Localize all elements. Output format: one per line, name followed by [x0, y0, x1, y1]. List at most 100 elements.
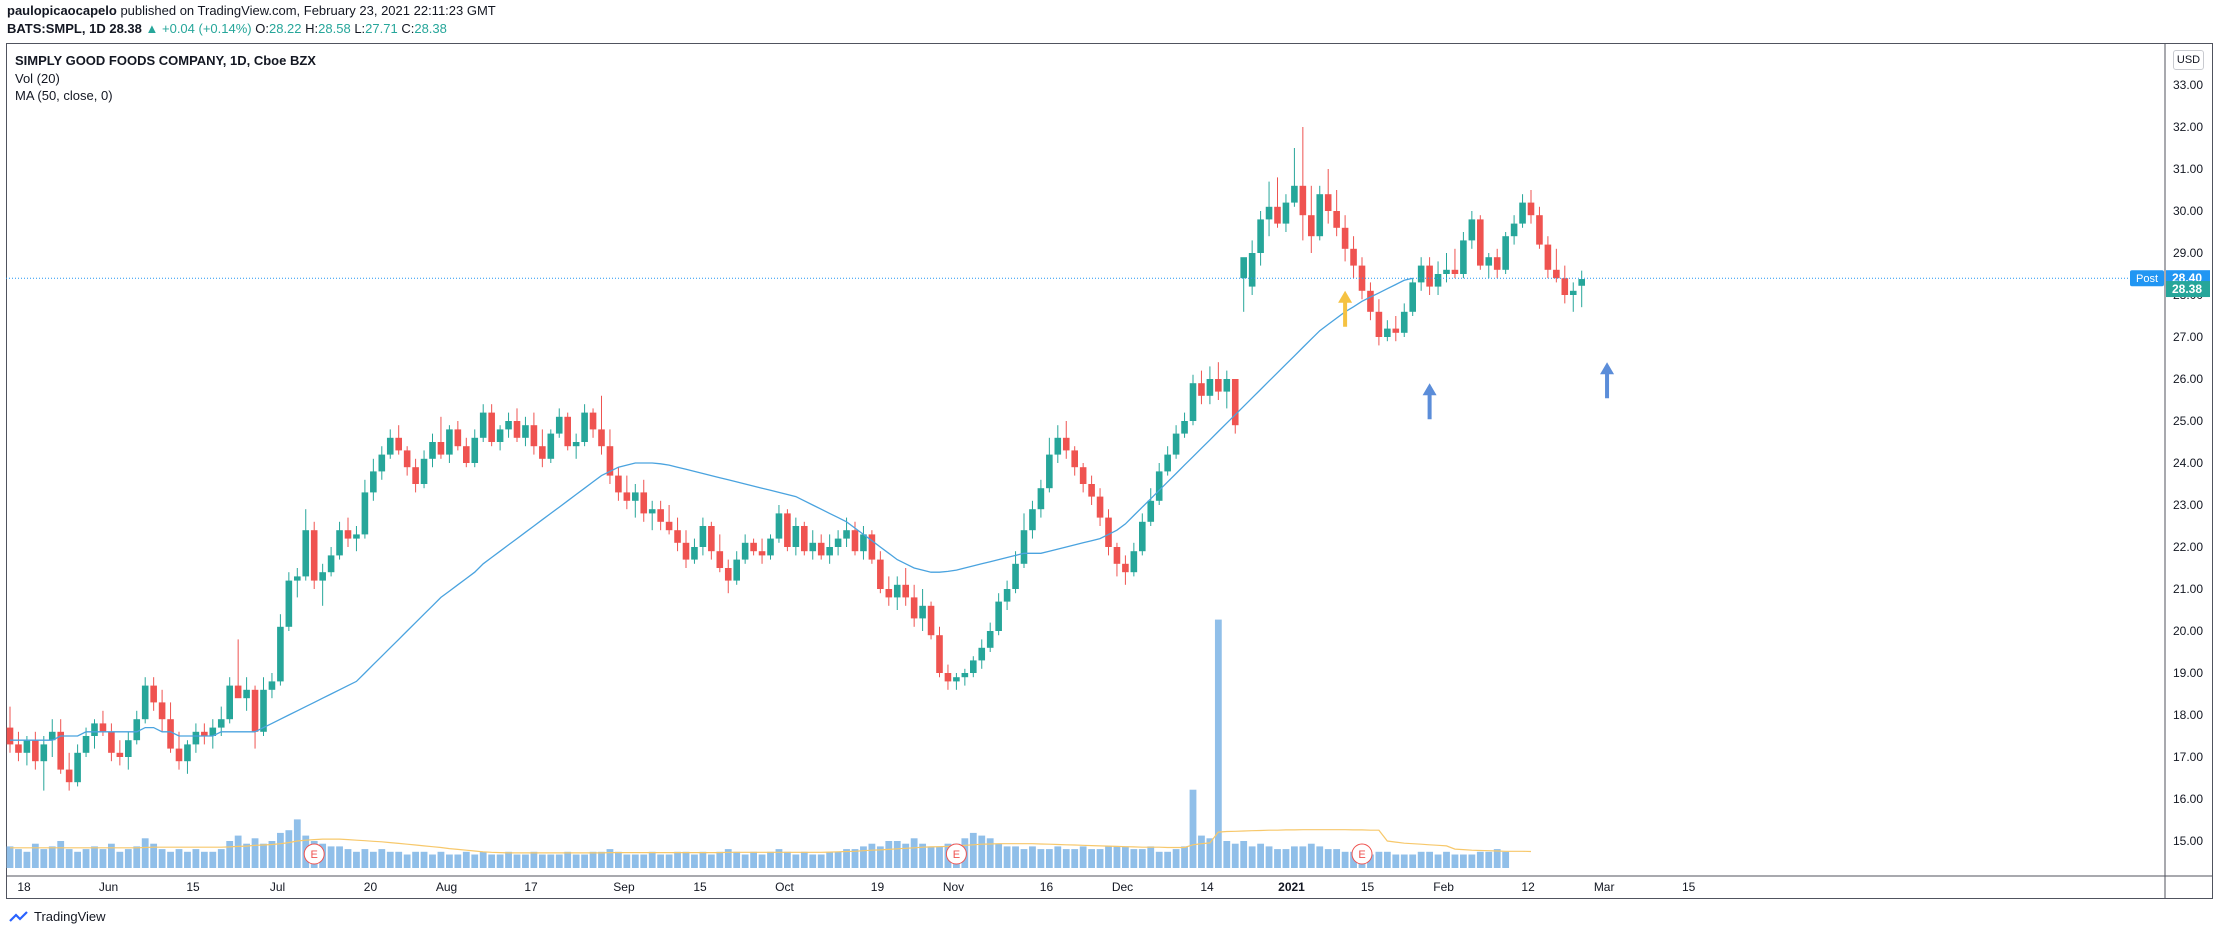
price-axis-tick: 30.00: [2173, 204, 2203, 218]
candle-body: [40, 744, 48, 762]
candle-body: [674, 530, 681, 543]
time-axis-tick: 16: [1040, 880, 1054, 894]
candle-body: [724, 568, 732, 581]
tradingview-brand[interactable]: TradingView: [34, 909, 106, 924]
volume-bar: [1130, 849, 1138, 868]
candle-body: [1561, 278, 1569, 295]
candle-body: [243, 689, 250, 699]
candle-body: [496, 429, 504, 442]
volume-bar: [1045, 849, 1053, 868]
volume-bar: [902, 843, 910, 868]
volume-bar: [1214, 619, 1222, 868]
candle-body: [1485, 257, 1493, 266]
candle-body: [1493, 257, 1501, 270]
time-axis-tick: 2021: [1278, 880, 1305, 894]
last-price-box: [2166, 281, 2210, 298]
volume-bar: [99, 849, 107, 868]
candle-body: [395, 437, 402, 451]
candle-body: [302, 530, 310, 577]
volume-bar: [885, 841, 893, 868]
candle-body: [1375, 311, 1383, 337]
volume-bar: [175, 849, 183, 868]
volume-bar: [1155, 851, 1163, 868]
volume-bar: [927, 846, 935, 868]
candle-body: [192, 731, 200, 745]
volume-bar: [226, 841, 234, 868]
candle-body: [758, 551, 766, 556]
volume-bar: [158, 849, 166, 868]
candle-body: [91, 723, 98, 736]
price-axis-tick: 23.00: [2173, 498, 2203, 512]
candle-body: [775, 513, 783, 539]
volume-bar: [31, 843, 39, 868]
candle-body: [1324, 194, 1332, 211]
volume-bar: [150, 843, 158, 868]
volume-bar: [1468, 854, 1476, 868]
volume-bar: [1316, 846, 1324, 868]
open-value: 28.22: [268, 21, 302, 36]
volume-bar: [133, 846, 141, 868]
candle-body: [1062, 437, 1070, 451]
time-axis-tick: 19: [871, 880, 885, 894]
time-axis-tick: 17: [524, 880, 538, 894]
candle-body: [1012, 563, 1019, 589]
candle-body: [1341, 227, 1349, 249]
volume-bar: [353, 851, 360, 868]
candle-body: [1333, 211, 1340, 228]
volume-bar: [615, 851, 622, 868]
candle-body: [1071, 450, 1078, 468]
time-axis-tick: Aug: [436, 880, 457, 894]
candle-body: [1046, 454, 1053, 489]
candle-body: [817, 542, 825, 556]
candle-body: [125, 740, 132, 757]
volume-bar: [1291, 846, 1298, 868]
volume-bar: [623, 854, 631, 868]
volume-bar: [1240, 841, 1248, 868]
volume-bar: [412, 851, 419, 868]
candle-body: [116, 752, 124, 757]
volume-bar: [48, 846, 56, 868]
volume-bar: [1189, 789, 1197, 868]
candle-body: [919, 605, 926, 619]
candle-body: [944, 673, 952, 682]
change-value: ▲ +0.04 (+0.14%): [145, 21, 252, 36]
volume-bar: [995, 843, 1003, 868]
candle-body: [1308, 215, 1315, 237]
volume-bar: [1164, 851, 1172, 868]
author-name[interactable]: paulopicaocapelo: [7, 3, 117, 18]
candle-body: [716, 551, 724, 568]
candle-body: [1477, 219, 1484, 266]
price-axis-tick: 33.00: [2173, 78, 2203, 92]
tradingview-logo-icon: [9, 911, 28, 922]
moving-average-line: [10, 277, 1413, 741]
volume-legend[interactable]: Vol (20): [15, 71, 60, 86]
ma-legend[interactable]: MA (50, close, 0): [15, 88, 113, 103]
price-axis-tick: 18.00: [2173, 708, 2203, 722]
volume-bar: [775, 849, 783, 868]
candle-body: [454, 429, 462, 447]
candle-body: [851, 530, 859, 552]
time-axis-tick: 15: [186, 880, 200, 894]
candle-body: [378, 454, 386, 472]
currency-button[interactable]: USD: [2173, 50, 2204, 70]
volume-bar: [800, 851, 808, 868]
volume-bar: [1248, 846, 1256, 868]
volume-bar: [91, 846, 98, 868]
time-axis-tick: Feb: [1433, 880, 1454, 894]
volume-bar: [750, 851, 757, 868]
volume-bar: [505, 851, 512, 868]
candle-body: [1443, 269, 1450, 274]
volume-bar: [547, 854, 555, 868]
candle-body: [488, 412, 495, 442]
candle-body: [648, 509, 656, 514]
volume-bar: [767, 851, 774, 868]
candle-body: [1316, 194, 1324, 237]
volume-bar: [15, 849, 22, 868]
volume-bar: [1460, 854, 1467, 868]
volume-bar: [108, 843, 115, 868]
candle-body: [327, 555, 335, 573]
volume-bar: [1020, 849, 1028, 868]
candle-body: [344, 530, 352, 539]
volume-bar: [699, 851, 707, 868]
